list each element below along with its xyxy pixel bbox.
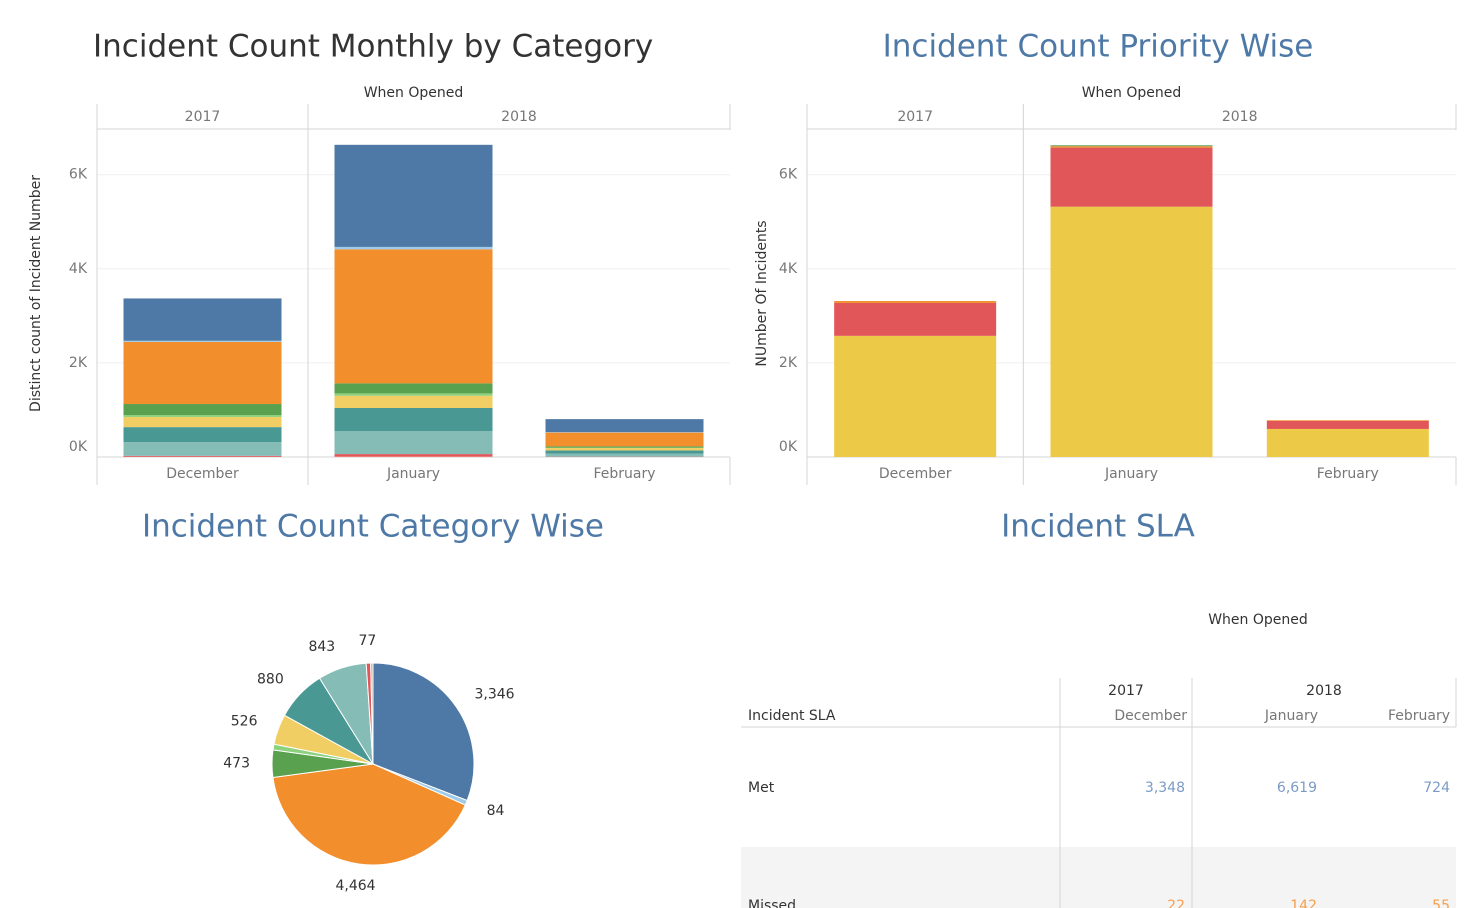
data-label: 77: [358, 633, 376, 649]
month-label: February: [1388, 708, 1450, 724]
row-band: [741, 847, 1456, 908]
bar-segment: [123, 404, 282, 416]
bar-segment: [334, 454, 493, 457]
bar-segment: [334, 144, 493, 247]
chart-title: Incident Count Priority Wise: [883, 29, 1314, 65]
month-label: December: [1114, 708, 1187, 724]
chart-title: Incident Count Category Wise: [142, 509, 604, 545]
chart-title: Incident Count Monthly by Category: [93, 29, 653, 65]
data-label: 473: [223, 756, 250, 772]
x-tick-label: February: [1317, 466, 1379, 482]
table-cell: 6,619: [1277, 780, 1317, 796]
year-label: 2017: [897, 109, 933, 125]
bar-segment: [1266, 420, 1429, 421]
x-tick-label: December: [879, 466, 952, 482]
bar-segment: [834, 301, 997, 303]
y-tick-label: 4K: [69, 261, 88, 277]
x-tick-label: February: [593, 466, 655, 482]
bar-segment: [834, 335, 997, 457]
x-axis-title: When Opened: [1082, 85, 1182, 101]
bar-segment: [334, 431, 493, 455]
bar-segment: [545, 450, 704, 454]
x-axis-title: When Opened: [364, 85, 464, 101]
bar-segment: [1050, 146, 1213, 148]
month-label: January: [1264, 708, 1318, 724]
data-label: 843: [308, 639, 335, 655]
table-cell: 22: [1167, 898, 1185, 908]
data-label: 3,346: [474, 687, 514, 703]
bar-segment: [334, 383, 493, 394]
y-tick-label: 2K: [779, 355, 798, 371]
data-label: 880: [257, 671, 284, 687]
table-cell: 3,348: [1145, 780, 1185, 796]
bar-segment: [545, 419, 704, 433]
y-axis-title: NUmber Of Incidents: [754, 220, 770, 366]
bar-segment: [1050, 147, 1213, 207]
table-cell: 142: [1290, 898, 1317, 908]
table-title: Incident SLA: [1001, 509, 1195, 545]
year-label: 2018: [1222, 109, 1258, 125]
bar-segment: [123, 416, 282, 428]
pie-slice: [272, 763, 466, 866]
pie-slice: [372, 662, 475, 802]
bar-segment: [123, 442, 282, 456]
bar-segment: [334, 393, 493, 396]
x-tick-label: January: [386, 466, 440, 482]
year-label: 2017: [185, 109, 221, 125]
year-label: 2018: [1306, 683, 1342, 699]
y-tick-label: 0K: [69, 439, 88, 455]
y-tick-label: 4K: [779, 261, 798, 277]
bar-segment: [123, 341, 282, 405]
pie-slice: [370, 662, 374, 765]
bar-segment: [545, 432, 704, 447]
bar-segment: [123, 427, 282, 443]
bar-segment: [545, 453, 704, 457]
bar-segment: [334, 407, 493, 432]
bar-segment: [123, 415, 282, 417]
bar-segment: [834, 302, 997, 336]
row-label: Met: [748, 780, 775, 796]
bar-segment: [334, 249, 493, 384]
data-label: 84: [487, 803, 505, 819]
bar-segment: [123, 455, 282, 457]
x-tick-label: January: [1104, 466, 1158, 482]
bar-segment: [123, 340, 282, 342]
bar-segment: [1266, 428, 1429, 457]
bar-segment: [334, 246, 493, 250]
bar-segment: [1266, 420, 1429, 429]
bar-segment: [1050, 206, 1213, 457]
data-label: 4,464: [335, 878, 375, 894]
bar-segment: [545, 446, 704, 448]
table-axis-title: When Opened: [1208, 612, 1308, 628]
data-label: 526: [231, 714, 258, 730]
y-tick-label: 6K: [69, 167, 88, 183]
y-axis-title: Distinct count of Incident Number: [28, 175, 44, 412]
year-label: 2017: [1108, 683, 1144, 699]
year-label: 2018: [501, 109, 537, 125]
bar-segment: [123, 298, 282, 341]
bar-segment: [334, 395, 493, 408]
row-header: Incident SLA: [748, 708, 836, 724]
table-cell: 55: [1432, 898, 1450, 908]
x-tick-label: December: [166, 466, 239, 482]
bar-segment: [1050, 145, 1213, 147]
y-tick-label: 6K: [779, 167, 798, 183]
y-tick-label: 0K: [779, 439, 798, 455]
table-cell: 724: [1423, 780, 1450, 796]
bar-segment: [545, 448, 704, 451]
row-label: Missed: [748, 898, 796, 908]
y-tick-label: 2K: [69, 355, 88, 371]
